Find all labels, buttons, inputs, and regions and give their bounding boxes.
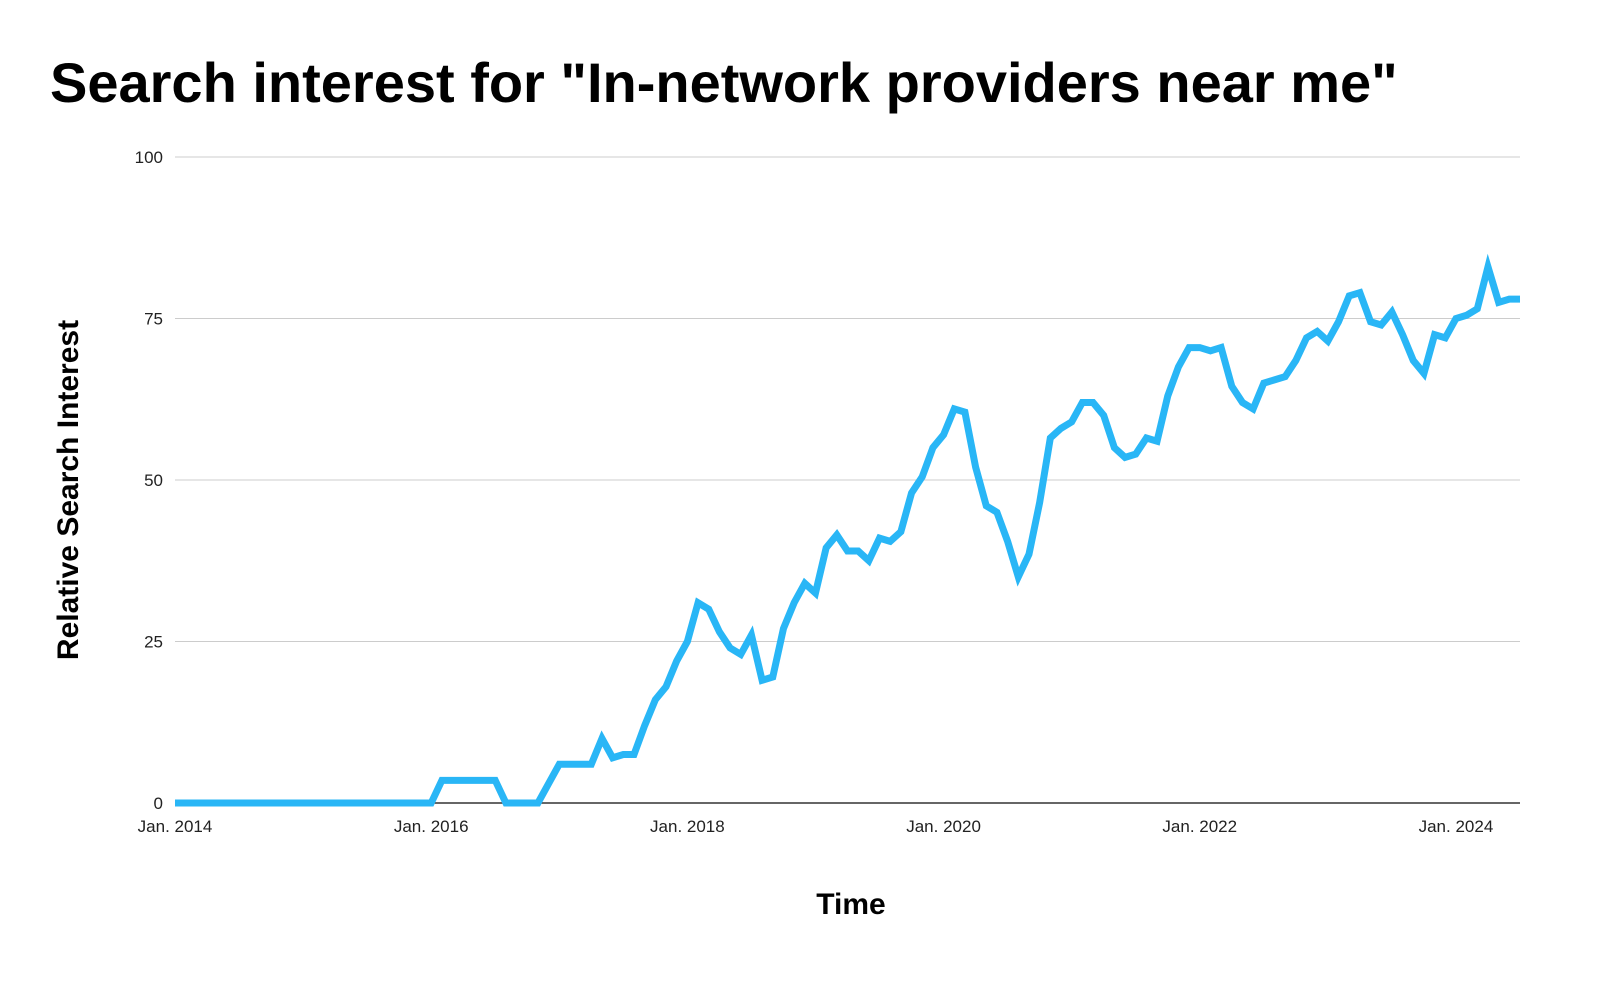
chart-title: Search interest for "In-network provider… <box>50 51 1398 114</box>
y-tick-label-0: 0 <box>154 794 163 813</box>
series-layer <box>175 253 1520 807</box>
x-tick-label-2020: Jan. 2020 <box>906 817 981 836</box>
x-tick-label-2016: Jan. 2016 <box>394 817 469 836</box>
x-tick-label-2024: Jan. 2024 <box>1419 817 1494 836</box>
x-axis-title: Time <box>816 888 885 921</box>
grid-lines <box>175 156 1520 804</box>
y-tick-label-100: 100 <box>135 148 163 167</box>
axis-titles: Time Relative Search Interest <box>52 320 886 921</box>
y-axis-title: Relative Search Interest <box>52 320 85 660</box>
y-tick-label-50: 50 <box>144 471 163 490</box>
x-tick-label-2014: Jan. 2014 <box>138 817 213 836</box>
x-tick-label-2022: Jan. 2022 <box>1162 817 1237 836</box>
y-tick-label-75: 75 <box>144 310 163 329</box>
x-axis-ticks: Jan. 2014 Jan. 2016 Jan. 2018 Jan. 2020 Jan.… <box>138 817 1494 836</box>
x-tick-label-2018: Jan. 2018 <box>650 817 725 836</box>
y-tick-label-25: 25 <box>144 633 163 652</box>
y-axis-ticks: 0 25 50 75 100 <box>135 148 163 813</box>
series-line-0 <box>175 253 1520 807</box>
